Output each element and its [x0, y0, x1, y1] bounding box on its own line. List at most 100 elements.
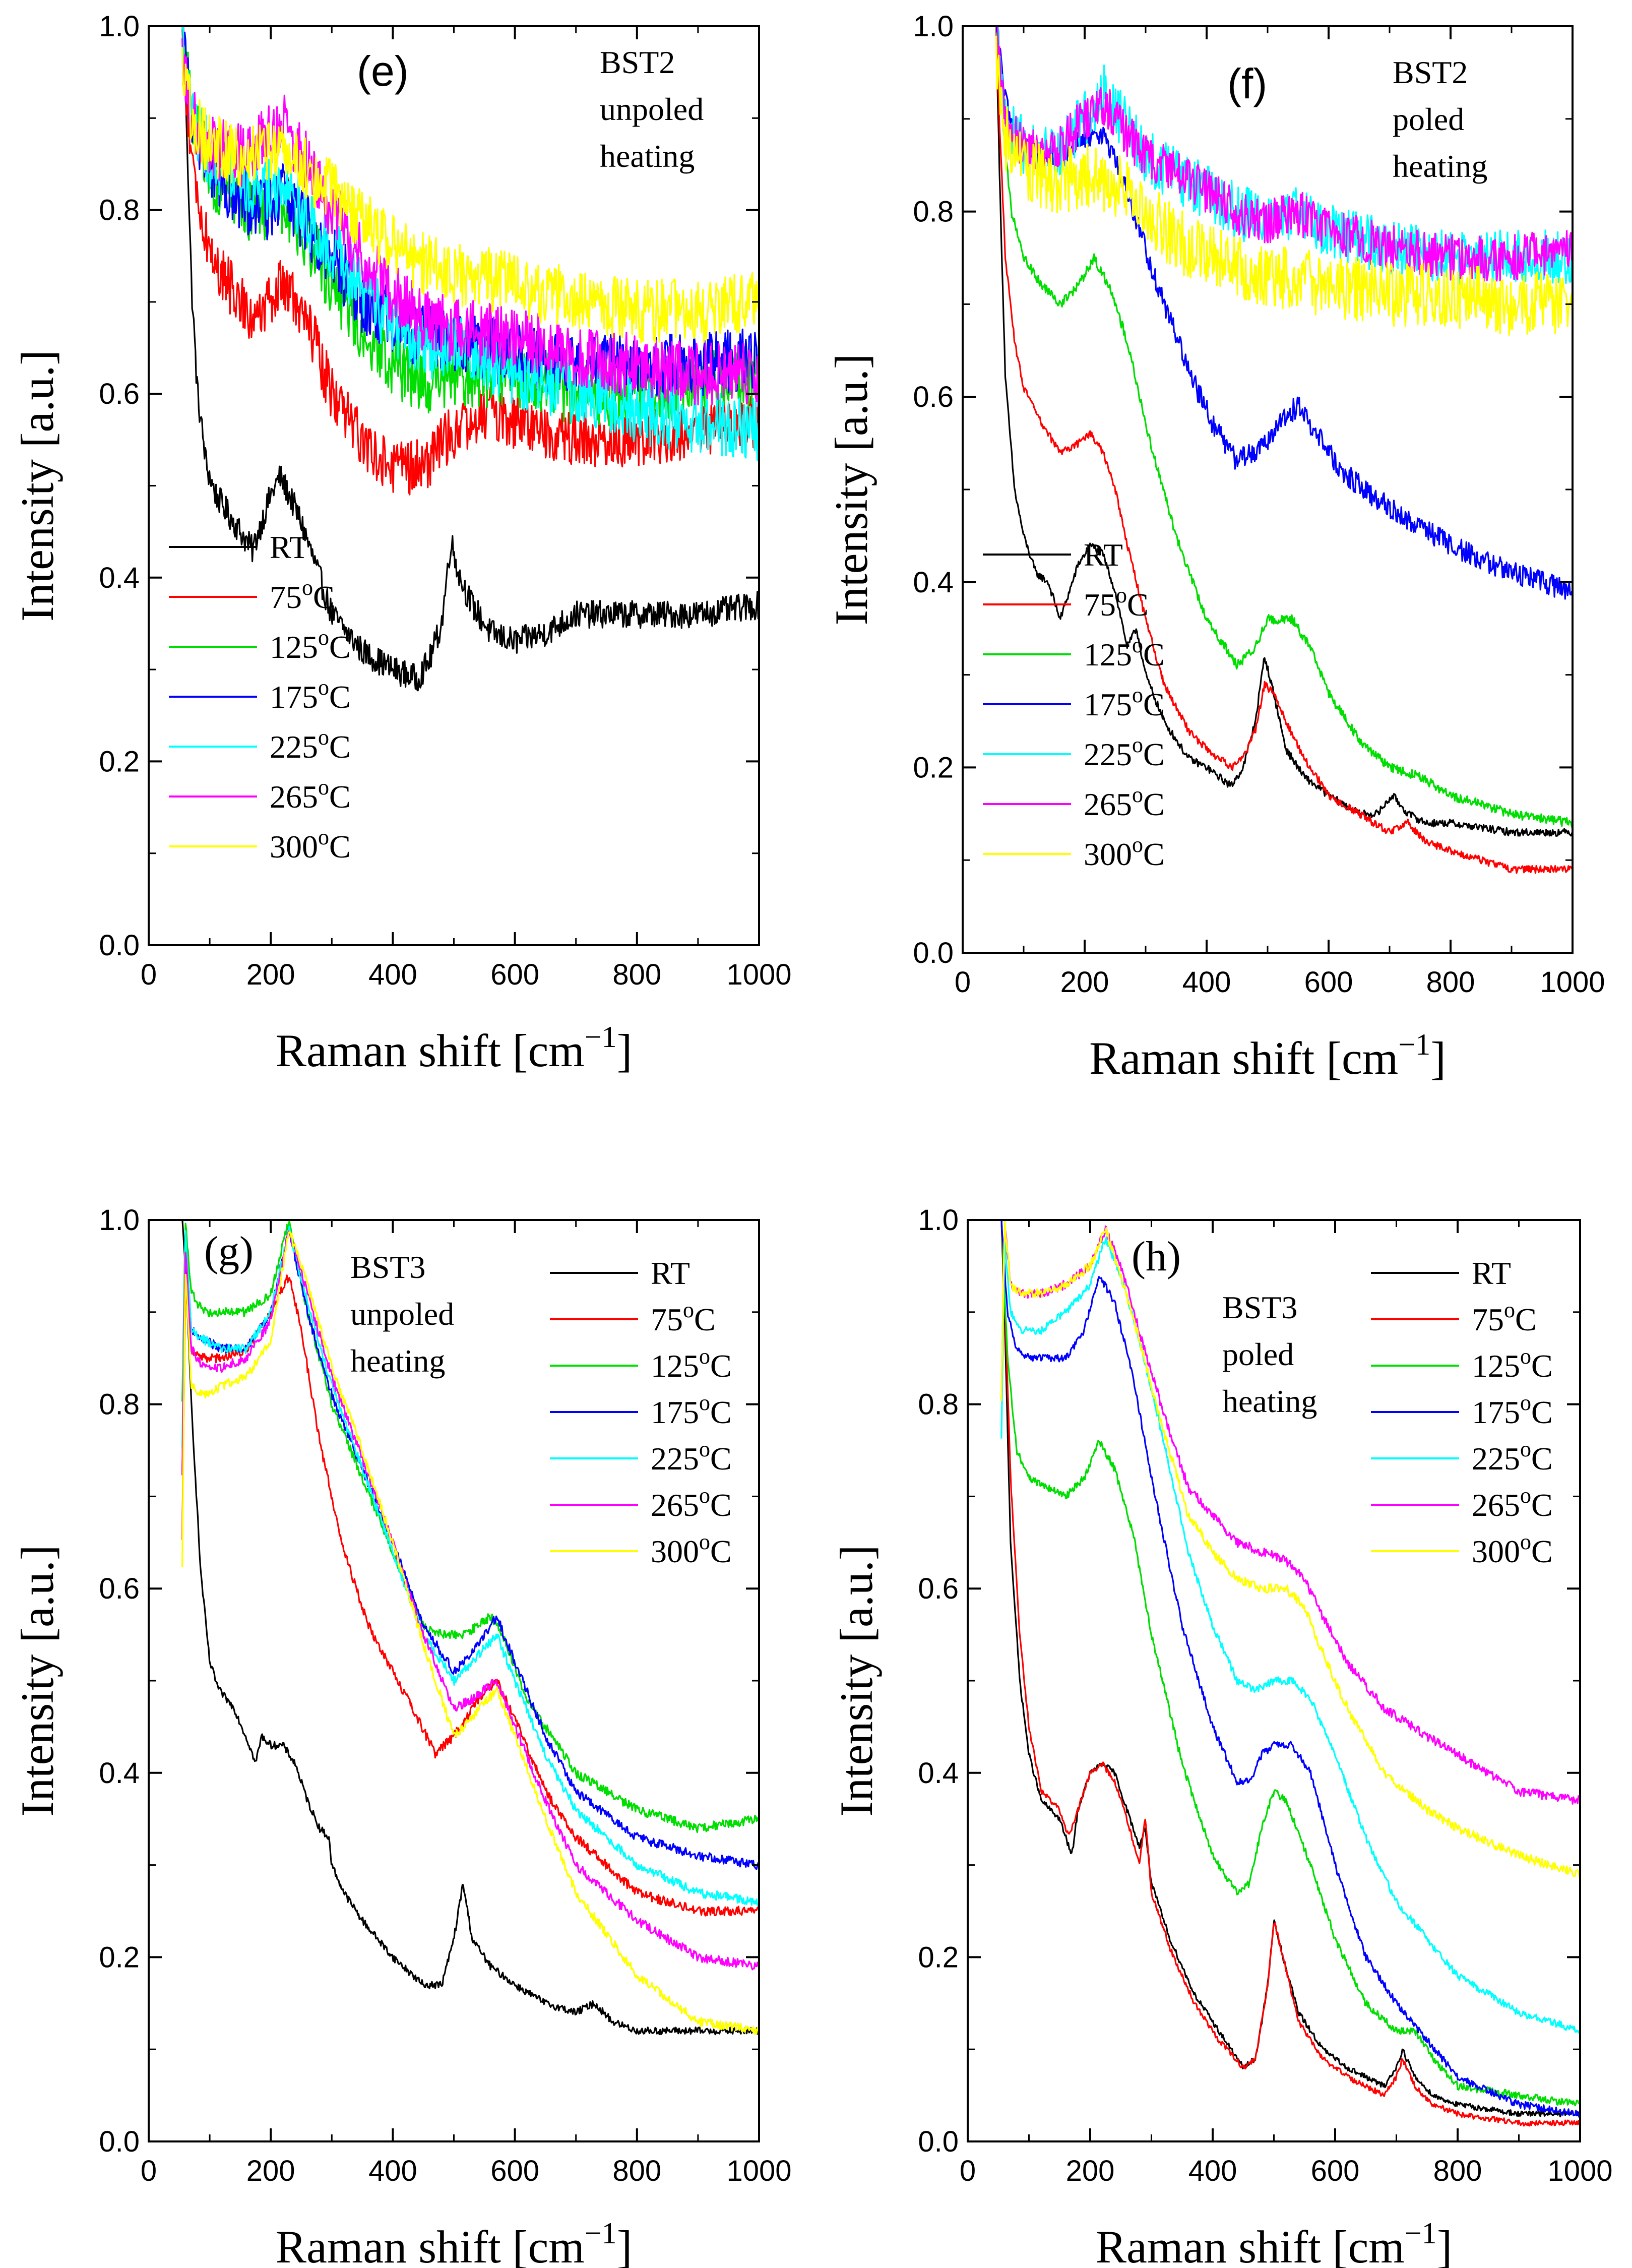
y-tick-label: 0.4 [918, 1757, 959, 1790]
legend-label-degree: o [1520, 1483, 1531, 1508]
x-tick-label: 400 [368, 2155, 417, 2187]
legend-label-degree: o [318, 725, 329, 750]
sample-note-line: poled [1393, 101, 1464, 137]
x-axis-title-main: Raman shift [cm [1089, 1032, 1398, 1084]
series-group [181, 26, 759, 692]
legend-label-degree: o [699, 1390, 710, 1415]
legend-label-main: 300 [1084, 836, 1132, 872]
x-axis-title-end: ] [1430, 1032, 1446, 1084]
y-tick-label: 0.8 [99, 194, 140, 227]
legend-label-main: 300 [270, 829, 318, 865]
legend-label-degree: o [699, 1437, 710, 1461]
legend-label-main: 225 [651, 1441, 699, 1477]
legend-label-main: 300 [651, 1534, 699, 1569]
series-line-h-125C [1000, 1220, 1580, 2107]
y-tick-label: 0.0 [918, 2125, 959, 2158]
series-group [1000, 1220, 1580, 2127]
series-line-f-125C [995, 26, 1573, 828]
x-tick-label: 400 [1182, 966, 1231, 999]
legend-label-main: 265 [1084, 786, 1132, 822]
legend-label-degree: o [1504, 1298, 1515, 1322]
y-tick-label: 1.0 [99, 1204, 140, 1237]
x-tick-label: 800 [1433, 2155, 1482, 2187]
legend-label-degree: o [318, 775, 329, 800]
x-tick-label: 600 [490, 2155, 539, 2187]
x-tick-label: 1000 [726, 2155, 791, 2187]
legend-label-main: RT [1084, 537, 1123, 573]
sample-note-line: BST3 [1222, 1290, 1297, 1325]
x-tick-label: 400 [1188, 2155, 1237, 2187]
legend-label-main: 125 [1472, 1348, 1520, 1384]
sample-note-line: heating [1222, 1383, 1317, 1419]
chart-panel-h: 0 200 400 600 800 1000 0.0 0.2 0.4 0.6 0.8 1.0 Raman… [831, 1204, 1613, 2268]
x-tick-label: 0 [960, 2155, 976, 2187]
legend-entry-label: 300oC [651, 1529, 732, 1569]
series-line-f-175C [995, 26, 1573, 600]
legend-label-main: 175 [1084, 687, 1132, 722]
legend-label-unit: C [710, 1487, 732, 1523]
legend-label-unit: C [313, 579, 335, 615]
panel-tag: (f) [1227, 60, 1267, 107]
x-axis-title-sup: −1 [585, 1020, 617, 1054]
legend-label-unit: C [329, 679, 351, 715]
legend-entry-label: 125oC [1084, 633, 1165, 672]
series-line-e-225C [181, 26, 759, 461]
y-axis-title: Intensity [a.u.] [826, 353, 877, 625]
y-tick-label: 0.6 [913, 381, 954, 413]
legend-label-unit: C [710, 1441, 732, 1477]
y-tick-label: 0.2 [99, 1941, 140, 1974]
legend-label-degree: o [1520, 1390, 1531, 1415]
series-line-e-175C [182, 26, 759, 399]
y-tick-label: 0.8 [99, 1388, 140, 1421]
x-tick-label: 0 [955, 966, 971, 999]
legend-entry-label: 75oC [1084, 583, 1149, 623]
legend-label-main: 265 [1472, 1487, 1520, 1523]
legend-label-unit: C [1531, 1394, 1553, 1430]
legend-label-degree: o [1520, 1437, 1531, 1461]
legend-label-unit: C [710, 1348, 732, 1384]
x-axis-title-main: Raman shift [cm [1096, 2221, 1405, 2268]
legend-entry-label: 225oC [1084, 732, 1165, 772]
legend-label-degree: o [683, 1298, 694, 1322]
legend-entry-label: 175oC [1084, 683, 1165, 722]
y-tick-label: 0.6 [99, 1572, 140, 1605]
y-tick-label: 0.8 [918, 1388, 959, 1421]
legend-entry-label: 265oC [270, 775, 351, 815]
sample-note-line: BST3 [350, 1249, 425, 1285]
x-axis-title-sup: −1 [1398, 1028, 1430, 1061]
legend-label-main: 300 [1472, 1534, 1520, 1569]
legend-label-main: 75 [651, 1302, 683, 1337]
chart-panel-g: 0 200 400 600 800 1000 0.0 0.2 0.4 0.6 0.8 1.0 Raman… [12, 1204, 792, 2268]
legend-label-main: 75 [270, 579, 302, 615]
sample-note-line: BST2 [600, 44, 675, 80]
legend-label-unit: C [1127, 587, 1149, 623]
legend-label-degree: o [699, 1529, 710, 1554]
x-tick-label: 200 [1060, 966, 1109, 999]
legend-entry-label: 265oC [651, 1483, 732, 1523]
series-group [181, 1220, 759, 2036]
legend-label-main: 265 [651, 1487, 699, 1523]
legend-label-degree: o [318, 675, 329, 700]
y-axis-title: Intensity [a.u.] [12, 350, 63, 622]
legend-entry-label: 225oC [1472, 1437, 1553, 1477]
series-line-f-300C [995, 35, 1573, 336]
panel-tag: (g) [204, 1228, 254, 1275]
legend-label-degree: o [699, 1344, 710, 1369]
y-tick-label: 0.4 [99, 1757, 140, 1790]
y-tick-label: 0.4 [913, 566, 954, 599]
legend-label-degree: o [699, 1483, 710, 1508]
legend-label-unit: C [710, 1534, 732, 1569]
chart-panel-f: 0 200 400 600 800 1000 0.0 0.2 0.4 0.6 0.8 1.0 Raman… [826, 10, 1605, 1084]
legend-entry-label: RT [651, 1255, 690, 1291]
y-tick-label: 0.4 [99, 562, 140, 594]
legend-label-main: 125 [270, 629, 318, 665]
legend-entry-label: 300oC [1472, 1529, 1553, 1569]
legend-label-unit: C [694, 1302, 716, 1337]
x-tick-label: 0 [141, 958, 157, 991]
legend-label-degree: o [302, 575, 313, 600]
x-tick-label: 600 [490, 958, 539, 991]
legend-label-unit: C [1143, 836, 1165, 872]
x-axis-title-main: Raman shift [cm [276, 1025, 585, 1076]
